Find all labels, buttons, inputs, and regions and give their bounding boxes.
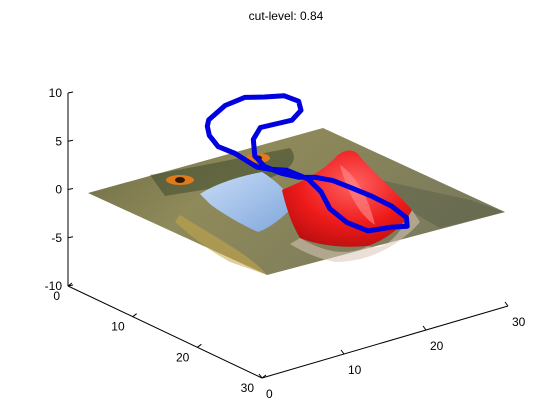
z-tick-label: 10 (49, 86, 63, 100)
x-tick-label: 30 (512, 315, 526, 329)
x-axis-line (261, 305, 509, 379)
y-tick (197, 343, 202, 348)
surface-plot (88, 128, 505, 275)
x-tick (258, 373, 263, 379)
surface-valley (200, 172, 295, 232)
x-tick (422, 325, 427, 331)
x-tick (504, 301, 509, 307)
y-tick-label: 30 (241, 381, 255, 395)
chart-title: cut-level: 0.84 (249, 9, 324, 23)
surface-peak (282, 150, 412, 247)
surface-right-shadow (380, 180, 505, 228)
surface-lower-band (175, 215, 267, 275)
z-tick (67, 188, 74, 190)
y-tick (132, 313, 137, 318)
cut-level-contour (204, 93, 410, 234)
x-tick-label: 20 (430, 339, 444, 353)
y-tick (261, 374, 267, 379)
z-tick (67, 236, 74, 239)
z-tick-label: -10 (45, 279, 63, 293)
x-tick-label: 10 (348, 363, 362, 377)
z-tick-label: 0 (55, 183, 62, 197)
z-tick-label: 5 (55, 134, 62, 148)
surface-peak-highlight (340, 165, 375, 225)
y-tick-label: 20 (176, 350, 190, 364)
surface-peak-lower (290, 210, 420, 262)
axis-tick-labels: -10 -5 0 5 10 0 10 20 30 0 10 20 30 (45, 86, 526, 401)
baboon-pupil-left (175, 177, 185, 183)
x-tick (340, 349, 345, 355)
x-tick-label: 0 (266, 387, 273, 401)
y-tick-label: 10 (111, 320, 125, 334)
z-tick (67, 139, 74, 142)
z-tick (67, 91, 74, 94)
y-tick (67, 282, 73, 287)
z-tick-label: -5 (51, 231, 62, 245)
y-tick-label: 0 (53, 289, 60, 303)
y-axis-line (67, 285, 263, 379)
axis-ticks (67, 91, 509, 379)
